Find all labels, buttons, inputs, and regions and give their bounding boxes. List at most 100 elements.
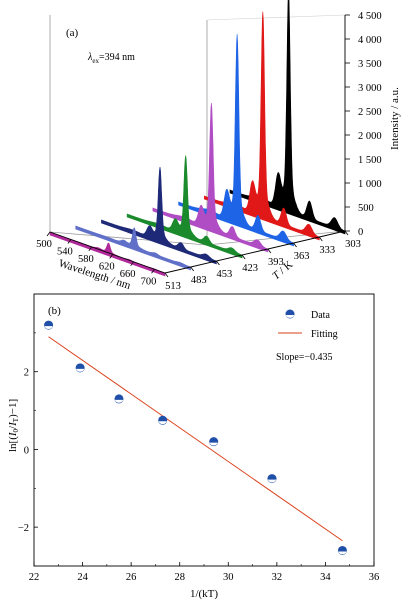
legend: Data Fitting (278, 309, 338, 340)
temperature-tick (267, 248, 272, 254)
wavelength-tick-label: 660 (120, 269, 136, 280)
x-tick-label: 32 (272, 572, 283, 583)
intensity-ticks: 0 500 1 000 1 500 2 000 2 500 3 000 3 500 4 000 4… (345, 11, 382, 238)
y-tick-label: 0 (24, 445, 29, 456)
data-point-highlight (338, 551, 347, 555)
data-point-highlight (267, 479, 277, 483)
temperature-tick (190, 266, 195, 272)
lambda-symbol: λ (87, 52, 93, 63)
wavelength-tick (67, 239, 72, 244)
y-title-post: )−1] (7, 399, 19, 418)
wavelength-tick (151, 269, 155, 274)
data-point (114, 394, 124, 404)
temperature-tick (293, 242, 297, 248)
y-title-slash: / (7, 425, 19, 429)
x-tick-label: 24 (77, 572, 88, 583)
spectrum-483k (75, 225, 191, 271)
spectrum-303k (229, 0, 346, 235)
temperature-tick (241, 254, 246, 260)
data-points (44, 320, 347, 555)
wavelength-tick-label: 580 (78, 254, 94, 265)
x-tick-label: 28 (174, 572, 185, 583)
wavelength-tick (46, 231, 51, 237)
wavelength-tick (130, 261, 134, 267)
panel-a-label: (a) (66, 27, 79, 39)
data-point-highlight (44, 326, 53, 329)
intensity-tick-label: 1 500 (358, 155, 382, 166)
spectrum-393k (152, 102, 269, 253)
intensity-tick-label: 4 000 (358, 35, 382, 46)
panel-a: 500 540 580 620 660 700 513 483 453 423 393 363 333… (36, 0, 401, 292)
intensity-tick-label: 1 000 (358, 179, 382, 190)
temperature-tick-label: 453 (217, 269, 233, 280)
excitation-value: =394 nm (99, 52, 135, 63)
wavelength-ticks: 500 540 580 620 660 700 (36, 231, 157, 287)
wavelength-tick (109, 254, 114, 259)
temperature-tick-label: 393 (268, 257, 284, 268)
spectra-ridges (49, 0, 346, 277)
y-tick-label: −2 (18, 523, 29, 534)
legend-data-label: Data (311, 310, 330, 321)
intensity-tick-label: 2 500 (358, 107, 382, 118)
data-point (267, 474, 277, 484)
data-point-highlight (209, 442, 218, 446)
x-tick-label: 34 (320, 572, 331, 583)
temperature-tick-label: 363 (294, 251, 310, 262)
x-tick-label: 26 (126, 572, 137, 583)
y-title-i2: I (7, 421, 19, 427)
temperature-tick-label: 513 (165, 281, 181, 292)
y-title-sub0: 0 (12, 428, 20, 432)
data-point (44, 320, 54, 330)
excitation-annotation: λex=394 nm (87, 52, 135, 65)
data-point (209, 437, 219, 447)
lambda-subscript: ex (92, 57, 99, 65)
panel-b-label: (b) (48, 305, 61, 317)
temperature-tick (164, 272, 169, 278)
data-point (337, 545, 347, 555)
intensity-tick-label: 0 (358, 227, 363, 238)
intensity-tick-label: 4 500 (358, 11, 382, 22)
temperature-tick-label: 423 (242, 263, 258, 274)
y-tick-label: 2 (24, 368, 29, 379)
spectrum-453k (101, 166, 217, 265)
panel-b: 22 24 26 28 30 32 34 36 −2 0 2 (b) Data Fitting S… (7, 293, 380, 600)
x-tick-label: 36 (369, 572, 380, 583)
temperature-tick (344, 230, 349, 236)
wavelength-tick-label: 500 (36, 239, 52, 250)
temperature-tick (318, 236, 323, 242)
intensity-axis-title: Intensity / a.u. (389, 87, 401, 150)
temperature-axis-line (164, 230, 346, 274)
temperature-ticks: 513 483 453 423 393 363 333 303 (164, 230, 361, 292)
data-point (75, 363, 85, 373)
data-point-highlight (158, 421, 167, 425)
y-ticks: −2 0 2 (18, 332, 38, 567)
y-axis-title: ln[(I0/IT)−1] (7, 399, 20, 452)
wavelength-axis-line (49, 231, 166, 274)
y-title-i1: I (7, 431, 19, 437)
slope-annotation: Slope=−0.435 (276, 352, 333, 363)
y-title-subT: T (12, 417, 20, 422)
legend-fit-label: Fitting (311, 329, 338, 340)
x-tick-label: 22 (29, 572, 40, 583)
temperature-tick-label: 483 (191, 275, 207, 286)
temperature-tick (216, 260, 220, 266)
intensity-tick-label: 2 000 (358, 131, 382, 142)
x-axis-title: 1/(kT) (190, 588, 218, 600)
x-tick-label: 30 (223, 572, 234, 583)
data-point-highlight (75, 368, 85, 372)
wavelength-tick (88, 246, 93, 252)
spectrum-333k (204, 11, 320, 241)
wavelength-tick-label: 700 (141, 276, 157, 287)
temperature-tick-label: 333 (319, 245, 335, 256)
spectrum-423k (126, 155, 243, 259)
wavelength-tick-label: 620 (99, 261, 115, 272)
fitting-line (48, 336, 343, 542)
x-ticks: 22 24 26 28 30 32 34 36 (29, 562, 380, 583)
data-point (158, 415, 168, 425)
intensity-tick-label: 500 (358, 203, 374, 214)
legend-data-marker-highlight (285, 315, 295, 318)
data-point-highlight (114, 399, 124, 403)
spectrum-363k (178, 34, 294, 247)
y-title-pre: ln[( (7, 436, 19, 452)
